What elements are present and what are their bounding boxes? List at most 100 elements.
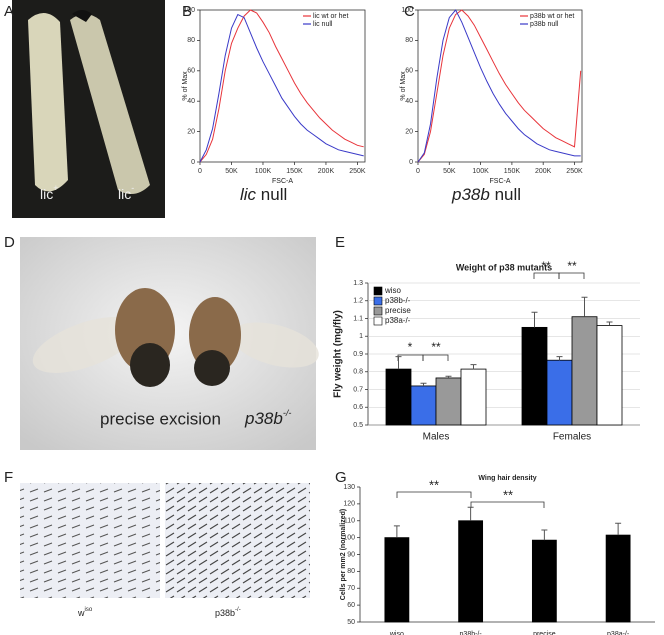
bar [435, 377, 462, 426]
bar [410, 385, 437, 426]
y-tick-label: 100 [183, 7, 195, 14]
legend-swatch [373, 286, 383, 296]
photo-label: lic- [118, 183, 134, 201]
x-tick-label: 100K [472, 168, 489, 175]
chart-title: Wing hair density [478, 475, 536, 482]
plot-frame [199, 9, 366, 163]
photo-caption: p38b-/- [244, 408, 291, 428]
error-bar [556, 356, 563, 361]
legend-swatch [373, 316, 383, 326]
x-tick-label: 50K [225, 168, 238, 175]
error-bar [581, 296, 588, 317]
x-tick-label: 250K [349, 168, 366, 175]
chart-title: Weight of p38 mutants [456, 262, 552, 272]
error-bar [470, 364, 477, 370]
panel-label: D [4, 234, 15, 251]
label-text: lic [40, 186, 53, 202]
panel-label: A [4, 3, 14, 20]
bar [384, 537, 410, 623]
legend-label: wiso [384, 286, 402, 295]
y-tick-label: 0.7 [353, 386, 363, 393]
y-tick-label: 1.3 [353, 280, 363, 287]
x-tick-label: 150K [504, 168, 521, 175]
x-tick-label: 200K [535, 168, 552, 175]
legend-label: lic wt or het [313, 13, 348, 20]
significance: ** [541, 259, 551, 273]
x-tick-label: 200K [318, 168, 335, 175]
bracket [533, 272, 560, 279]
y-tick-label: 20 [405, 128, 413, 135]
bar [546, 359, 573, 426]
legend-label: p38b wt or het [530, 13, 574, 20]
x-tick-label: wiso [389, 631, 404, 635]
chart-caption: p38b null [451, 185, 521, 204]
y-tick-label: 100 [343, 534, 355, 541]
bar [605, 534, 631, 623]
error-bar [606, 321, 613, 326]
bar [460, 368, 487, 426]
brackets [396, 272, 585, 508]
y-tick-label: 100 [401, 7, 413, 14]
series-line [417, 9, 582, 163]
y-axis-label: Fly weight (mg/fly) [333, 310, 344, 398]
x-tick-label: p38a-/- [607, 631, 630, 635]
label-sup: -/- [283, 408, 292, 418]
panel-label: E [335, 234, 345, 251]
larvae-photo: lic+ lic- [12, 0, 165, 218]
chart-caption: lic null [240, 185, 287, 204]
legend-label: precise [385, 306, 411, 315]
y-tick-label: 80 [187, 37, 195, 44]
legend-label: p38b-/- [385, 296, 411, 305]
y-tick-label: 40 [187, 98, 195, 105]
error-bar [420, 382, 427, 386]
bar [571, 316, 598, 426]
bracket [470, 501, 545, 508]
x-tick-label: 0 [198, 168, 202, 175]
significance: ** [567, 259, 577, 273]
error-bar [541, 529, 548, 541]
label-text: w [77, 608, 85, 618]
label-text: lic [118, 186, 131, 202]
caption-italic: lic [240, 185, 257, 204]
caption-text: null [495, 185, 521, 204]
series-line [199, 13, 364, 163]
y-tick-label: 40 [405, 98, 413, 105]
y-tick-label: 1.1 [353, 315, 363, 322]
y-axis-label: Cells per mm2 (normalized) [340, 509, 347, 600]
y-tick-label: 20 [187, 128, 195, 135]
series-line [417, 9, 581, 163]
label-sup: -/- [235, 607, 241, 613]
y-tick-label: 0.6 [353, 404, 363, 411]
photo-caption: p38b-/- [215, 607, 241, 619]
y-tick-label: 70 [347, 585, 355, 592]
photo-label: lic+ [40, 183, 59, 201]
significance: * [408, 340, 413, 354]
y-axis-label: % of Max [182, 71, 189, 101]
x-tick-label: Females [553, 432, 591, 443]
bar [531, 539, 557, 623]
legend-label: p38a-/- [385, 316, 411, 325]
legend-label: p38b null [530, 21, 559, 28]
bracket [558, 272, 585, 279]
x-tick-label: precise [533, 631, 556, 635]
x-tick-label: 0 [416, 168, 420, 175]
legend-label: lic null [313, 21, 333, 28]
y-tick-label: 80 [347, 568, 355, 575]
wing-photos: wiso p38b-/- [20, 483, 310, 618]
panel-label: G [335, 469, 347, 486]
y-tick-label: 60 [187, 68, 195, 75]
significance: ** [503, 487, 513, 502]
bracket [396, 491, 472, 498]
y-tick-label: 50 [347, 619, 355, 626]
panel-label: C [404, 3, 415, 20]
error-bar [395, 356, 402, 370]
caption-italic: p38b [451, 185, 490, 204]
significance: ** [429, 477, 439, 492]
y-tick-label: 0.8 [353, 369, 363, 376]
y-tick-label: 80 [405, 37, 413, 44]
y-tick-label: 1.2 [353, 298, 363, 305]
y-tick-label: 0.5 [353, 422, 363, 429]
x-axis-label: FSC-A [490, 178, 511, 185]
significance: ** [431, 340, 441, 354]
